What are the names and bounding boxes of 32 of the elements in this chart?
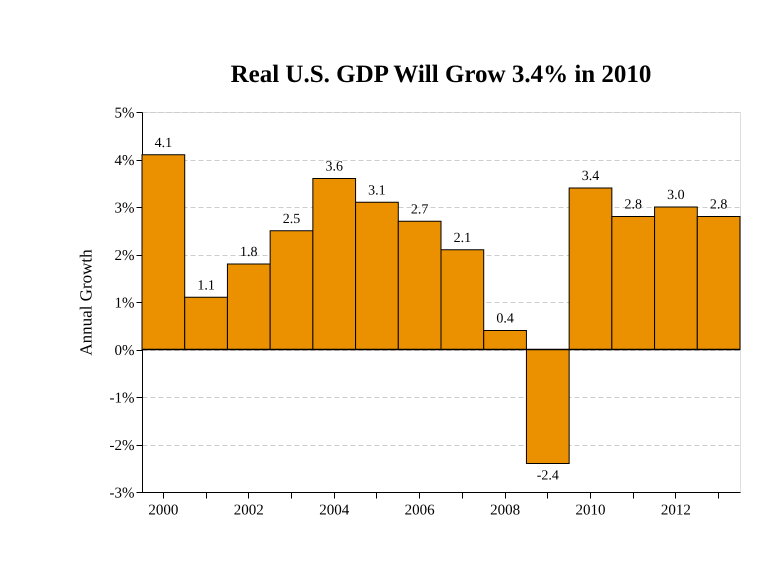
x-tick-label: 2010	[576, 502, 606, 518]
y-tick-label: 2%	[114, 248, 134, 264]
y-tick-label: 1%	[114, 296, 134, 312]
x-tick-label: 2008	[490, 502, 520, 518]
x-tick-label: 2012	[660, 502, 691, 518]
y-tick-label: -3%	[110, 486, 134, 502]
data-label: 3.4	[582, 169, 600, 184]
y-tick-label: -1%	[110, 390, 134, 406]
y-axis-title: Annual Growth	[76, 248, 96, 356]
data-label: -2.4	[536, 468, 559, 484]
data-label: 2.8	[710, 198, 728, 212]
y-tick-label: 0%	[114, 343, 134, 359]
y-tick-label: 5%	[114, 106, 134, 122]
chart-title: Real U.S. GDP Will Grow 3.4% in 2010	[230, 61, 652, 88]
x-tick-label: 2006	[404, 502, 436, 518]
y-tick-label: 3%	[114, 200, 134, 216]
x-tick-label: 2000	[148, 502, 178, 518]
data-label: 2.1	[454, 230, 472, 246]
data-label: 2.8	[624, 198, 642, 212]
data-label: 4.1	[154, 136, 172, 151]
data-label: 3.1	[368, 183, 386, 198]
data-label: 3.6	[325, 160, 343, 174]
data-label: 1.8	[240, 245, 258, 260]
x-tick-label: 2002	[234, 502, 264, 518]
data-label: 2.7	[410, 202, 428, 218]
data-label: 1.1	[197, 278, 215, 294]
y-tick-label: -2%	[110, 438, 134, 454]
y-tick-label: 4%	[114, 153, 134, 169]
data-label: 3.0	[667, 188, 685, 203]
data-label: 2.5	[282, 212, 300, 227]
data-label: 0.4	[496, 312, 514, 326]
x-tick-label: 2004	[319, 502, 350, 518]
